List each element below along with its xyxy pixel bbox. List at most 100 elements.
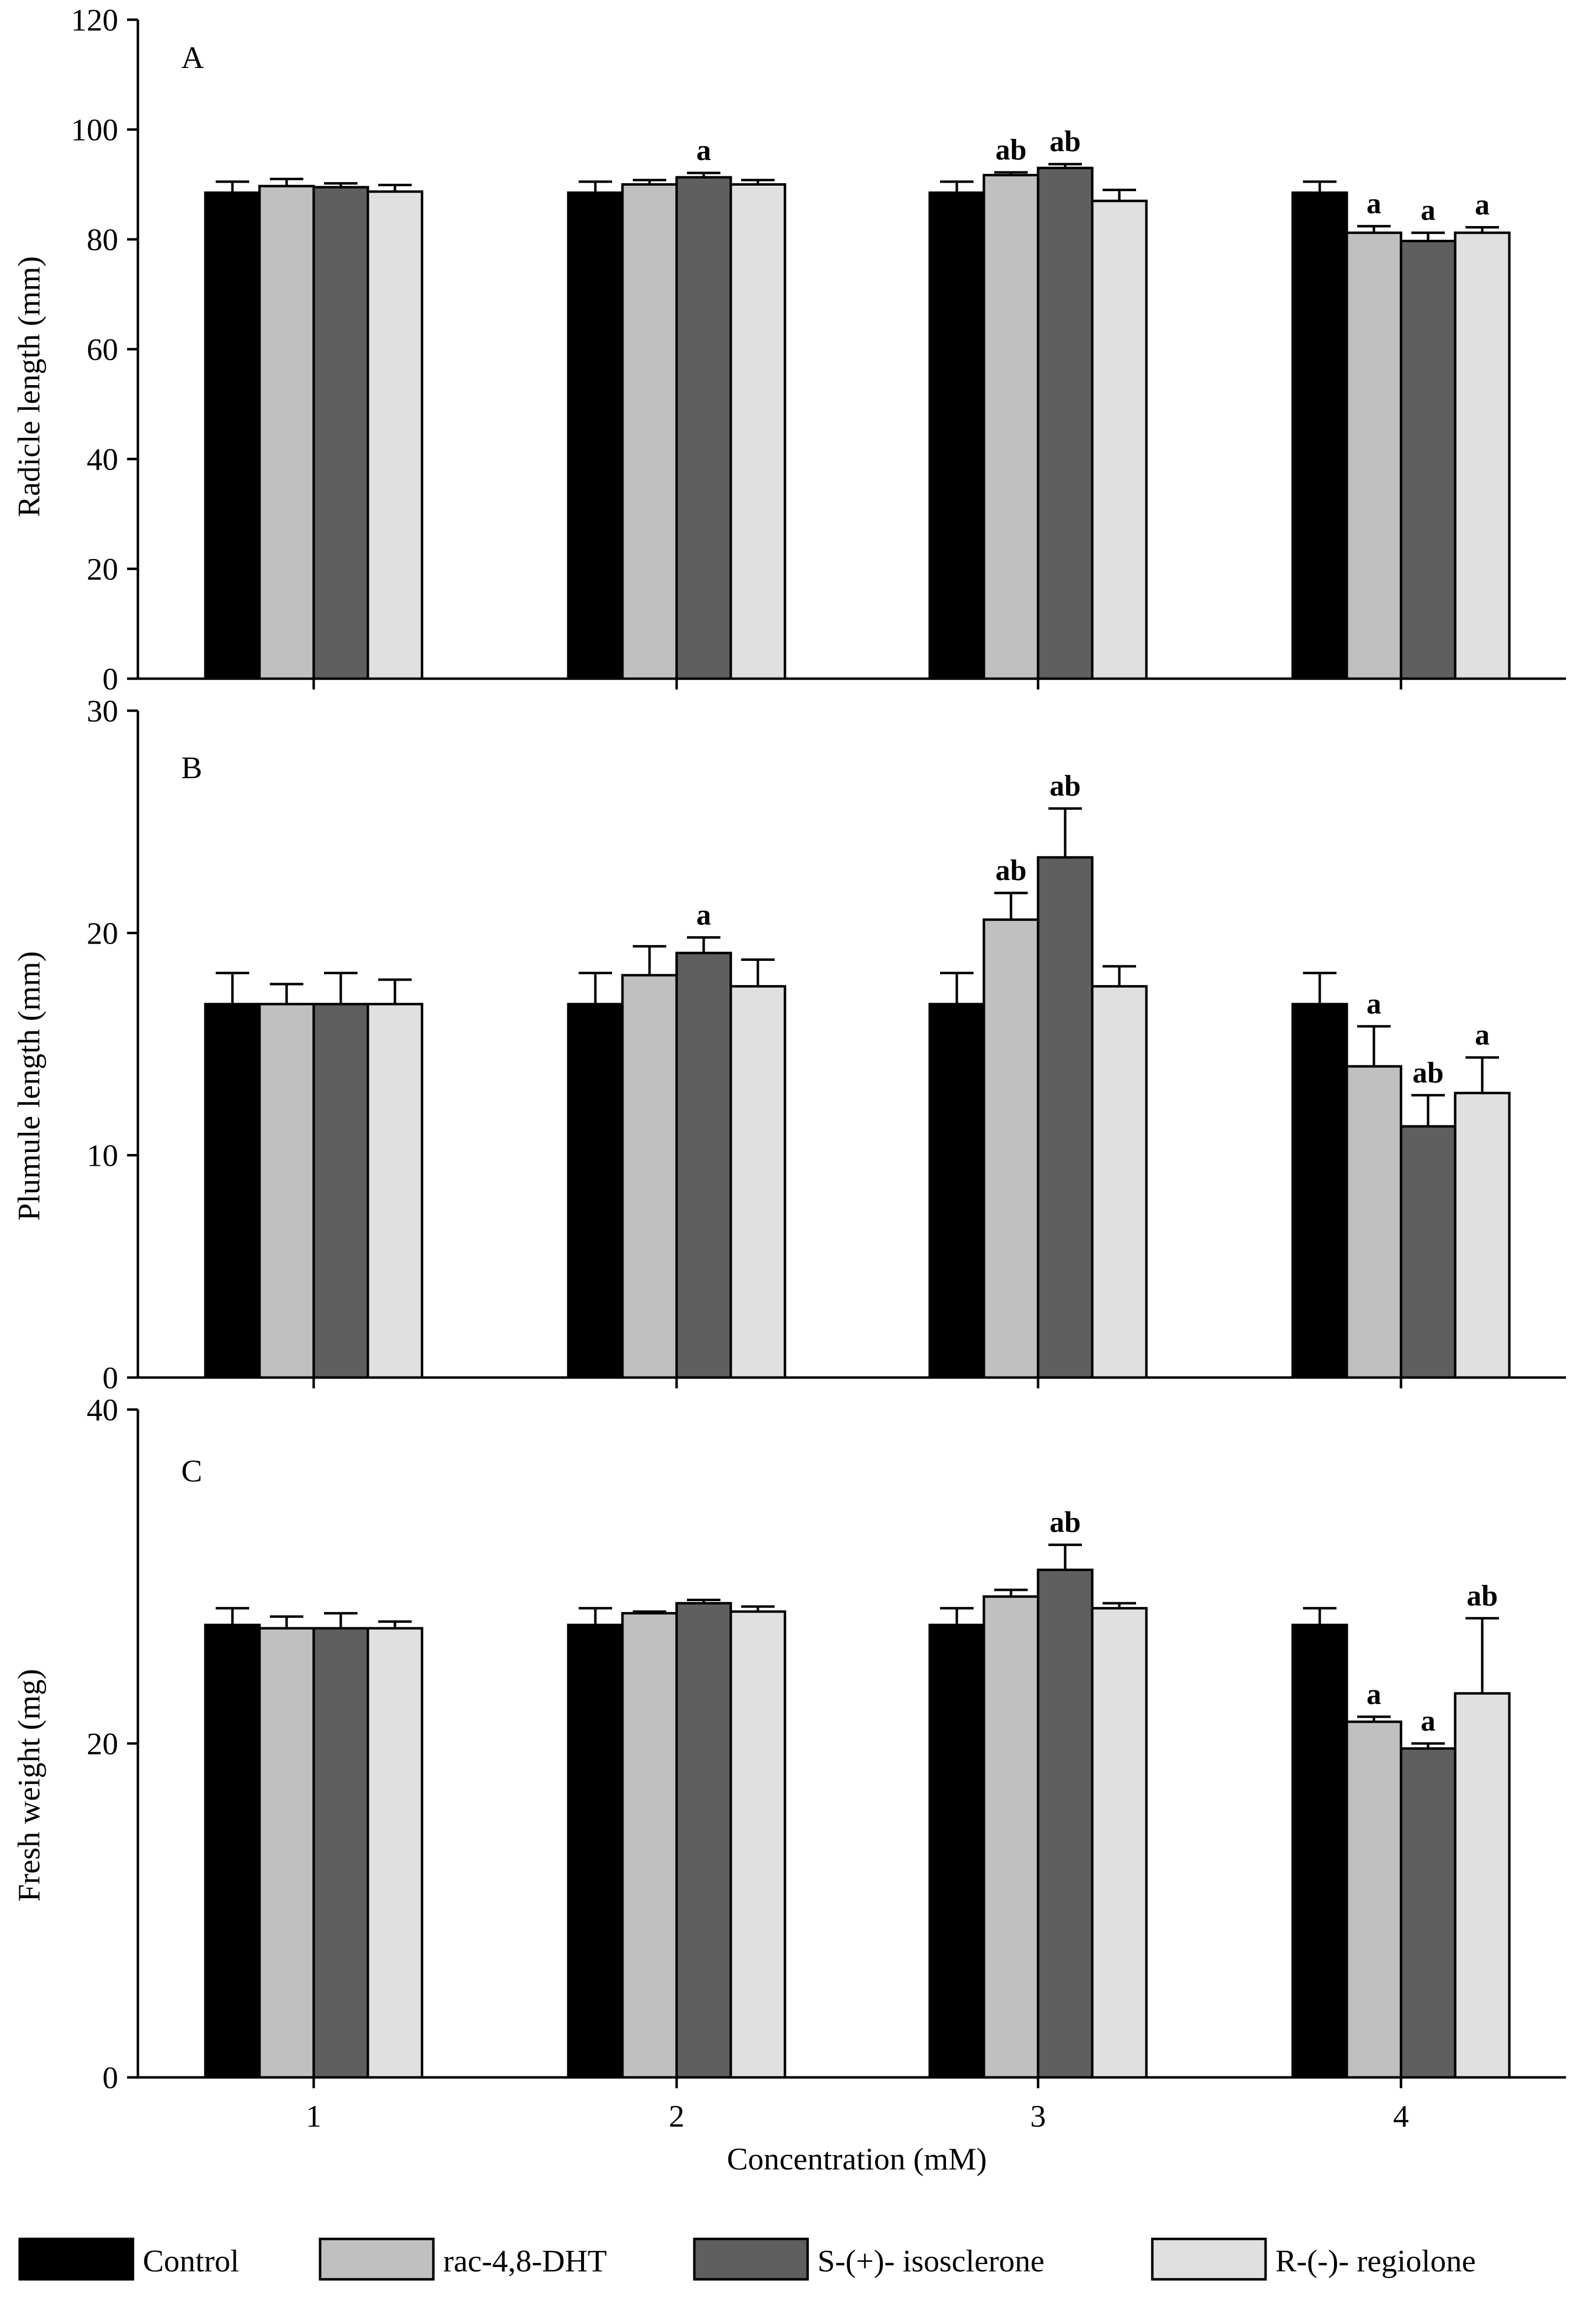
bar-r-regiolone [366,190,423,680]
x-tick-label: 2 [669,2099,684,2134]
bar-rac-4-8-dht [982,174,1040,680]
legend-label-s-isosclerone: S-(+)- isosclerone [817,2243,1044,2278]
significance-label: a [1367,187,1381,220]
y-tick-label: 0 [102,2060,118,2095]
x-tick-label: 1 [306,2099,322,2134]
bar-control [928,191,985,680]
panel-b-ticks: 0 10 20 30 [87,693,1402,1395]
bar-rac-4-8-dht [1345,231,1402,680]
bar-rac-4-8-dht [258,185,315,680]
significance-label: ab [995,854,1026,887]
bar-r-regiolone [1091,1607,1148,2079]
bar-r-regiolone [1454,1091,1511,1379]
panel-b-y-axis-label: Plumule length (mm) [11,951,46,1221]
panel-c: a ab a ab 0 20 40 1 2 3 4 C Fresh weight (mg) Con… [11,1392,1566,2176]
bar-r-regiolone [729,985,786,1379]
bar-control [204,1003,261,1379]
significance-label: a [1475,188,1490,221]
bar-r-regiolone [366,1627,423,2079]
y-tick-label: 20 [87,1726,118,1761]
significance-label: ab [1466,1579,1498,1612]
legend-swatch-rac-4-8-dht [319,2237,435,2281]
bar-s-isosclerone [1037,1568,1094,2079]
y-tick-label: 40 [87,442,118,477]
bar-s-isosclerone [675,1602,732,2079]
bar-rac-4-8-dht [982,1595,1040,2079]
bar-r-regiolone [1091,199,1148,680]
bar-rac-4-8-dht [621,183,678,680]
panel-a-bars: ab a a ab a a [204,125,1511,680]
panel-c-y-axis-label: Fresh weight (mg) [11,1669,46,1902]
bar-r-regiolone [1091,985,1148,1379]
bar-control [204,1623,261,2079]
bar-s-isosclerone [1400,1125,1457,1379]
significance-label: a [696,134,711,166]
panel-c-letter: C [181,1453,202,1488]
bar-rac-4-8-dht [621,974,678,1379]
panel-c-bars: a ab a ab [204,1506,1511,2079]
x-tick-label: 4 [1393,2099,1409,2134]
bar-rac-4-8-dht [982,918,1040,1379]
y-tick-label: 40 [87,1392,118,1427]
significance-label: ab [1049,770,1080,802]
y-tick-label: 10 [87,1138,118,1173]
bar-r-regiolone [1454,1692,1511,2079]
bar-s-isosclerone [1037,856,1094,1379]
bar-control [567,191,624,680]
legend-label-r-regiolone: R-(-)- regiolone [1275,2243,1476,2278]
bar-rac-4-8-dht [1345,1065,1402,1379]
bar-rac-4-8-dht [621,1612,678,2079]
legend-label-rac-4-8-dht: rac-4,8-DHT [443,2243,607,2278]
y-tick-label: 60 [87,332,118,367]
bar-s-isosclerone [1400,1747,1457,2079]
bar-s-isosclerone [1400,239,1457,680]
x-axis-title: Concentration (mM) [727,2141,987,2176]
panel-a-letter: A [181,40,204,75]
bar-control [928,1623,985,2079]
panel-a-ticks: 0 20 40 60 80 100 120 [71,2,1402,696]
bar-control [1291,1003,1348,1379]
bar-r-regiolone [1454,231,1511,680]
bar-control [928,1003,985,1379]
y-tick-label: 20 [87,916,118,951]
y-tick-label: 0 [102,1360,118,1395]
bar-s-isosclerone [312,186,369,680]
y-tick-label: 20 [87,552,118,587]
bar-control [1291,191,1348,680]
panel-c-ticks: 0 20 40 1 2 3 4 [87,1392,1409,2134]
significance-label: a [1421,194,1435,227]
bar-rac-4-8-dht [258,1627,315,2079]
x-tick-label: 3 [1030,2099,1046,2134]
bar-s-isosclerone [675,176,732,680]
bar-rac-4-8-dht [258,1003,315,1379]
y-tick-label: 120 [71,2,118,37]
y-tick-label: 0 [102,661,118,696]
significance-label: ab [995,133,1026,166]
significance-label: a [1421,1705,1435,1737]
significance-label: a [1367,987,1381,1020]
y-tick-label: 80 [87,222,118,257]
legend-swatch-s-isosclerone [693,2237,809,2281]
bar-s-isosclerone [312,1627,369,2079]
significance-label: ab [1049,125,1080,158]
legend-swatch-r-regiolone [1151,2237,1267,2281]
bar-control [1291,1623,1348,2079]
panel-a-y-axis-label: Radicle length (mm) [11,256,46,517]
bar-s-isosclerone [312,1003,369,1379]
bar-control [567,1623,624,2079]
significance-label: a [1475,1019,1490,1051]
legend: Control rac-4,8-DHT S-(+)- isosclerone R… [18,2237,1476,2281]
bar-r-regiolone [366,1003,423,1379]
bar-s-isosclerone [675,952,732,1379]
panel-b-letter: B [181,750,202,785]
panel-a: ab a a ab a a 0 20 40 60 80 100 120 A Radicle lengt… [11,2,1566,696]
significance-label: ab [1049,1506,1080,1539]
bar-control [204,191,261,680]
legend-label-control: Control [143,2243,239,2278]
bar-control [567,1003,624,1379]
significance-label: a [696,898,711,931]
significance-label: a [1367,1678,1381,1710]
